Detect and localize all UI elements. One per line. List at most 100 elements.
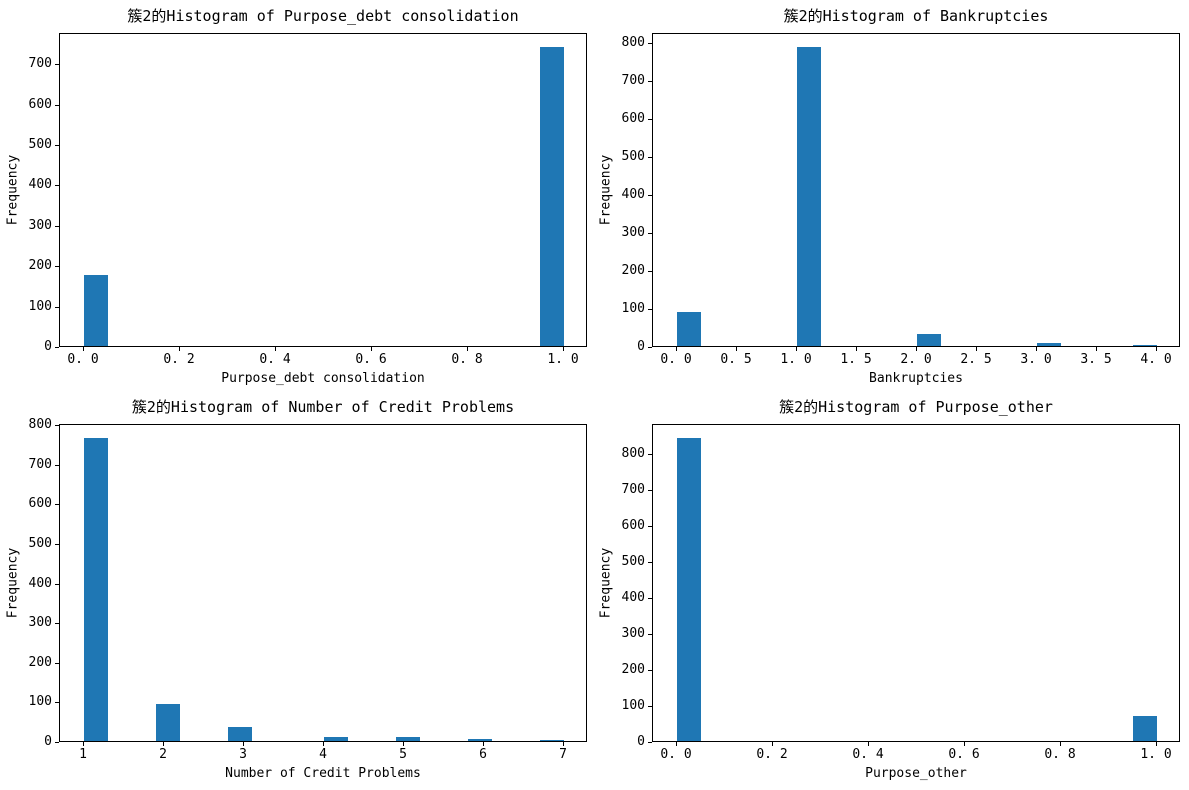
x-tick-mark (371, 347, 372, 351)
x-axis-label: Purpose_other (865, 766, 967, 781)
axes-plot-area (59, 424, 587, 742)
x-tick-mark (1060, 742, 1061, 746)
x-tick-label: 7 (559, 747, 567, 762)
x-tick-label: 1. 0 (1140, 747, 1172, 762)
y-tick-mark (55, 702, 59, 704)
y-tick-mark (648, 118, 652, 120)
y-tick-label: 0 (637, 339, 645, 354)
axes-plot-area (652, 424, 1180, 742)
y-tick-mark (648, 194, 652, 196)
y-tick-label: 700 (28, 456, 52, 472)
histogram-bar (540, 47, 564, 346)
x-tick-label: 0. 0 (660, 747, 692, 762)
x-tick-mark (1096, 347, 1097, 351)
y-tick-mark (55, 544, 59, 545)
x-tick-label: 3. 0 (1020, 352, 1052, 367)
y-tick-label: 0 (44, 339, 52, 354)
x-tick-mark (976, 347, 977, 351)
x-tick-label: 2. 5 (960, 352, 992, 367)
histogram-bar (396, 737, 420, 741)
x-tick-label: 0. 0 (67, 352, 99, 367)
x-tick-label: 4 (319, 747, 327, 762)
y-axis-label: Frequency (5, 154, 21, 226)
x-tick-mark (856, 347, 857, 351)
x-tick-label: 0. 5 (720, 352, 752, 367)
x-tick-label: 1 (79, 747, 87, 762)
y-tick-mark (55, 742, 59, 743)
x-tick-mark (179, 347, 180, 351)
y-tick-mark (648, 347, 652, 348)
y-tick-label: 100 (28, 694, 52, 710)
y-tick-label: 400 (28, 177, 52, 193)
x-tick-label: 0. 4 (852, 747, 884, 762)
x-tick-label: 1. 0 (780, 352, 812, 367)
chart-title: 簇2的Histogram of Bankruptcies (783, 7, 1049, 25)
y-tick-mark (55, 266, 59, 268)
y-tick-mark (648, 454, 652, 456)
x-tick-label: 0. 6 (355, 352, 387, 367)
x-tick-mark (916, 347, 917, 351)
x-tick-label: 0. 2 (163, 352, 195, 367)
y-tick-mark (55, 64, 59, 66)
chart-title: 簇2的Histogram of Number of Credit Problem… (131, 398, 515, 416)
x-tick-label: 3. 5 (1080, 352, 1112, 367)
y-tick-mark (55, 306, 59, 308)
y-tick-mark (648, 562, 652, 564)
x-tick-mark (243, 742, 244, 746)
x-tick-label: 0. 0 (660, 352, 692, 367)
y-tick-label: 200 (28, 258, 52, 274)
histogram-bar (677, 438, 701, 741)
y-tick-label: 200 (621, 662, 645, 678)
x-tick-label: 1. 0 (547, 352, 579, 367)
y-tick-label: 700 (621, 72, 645, 88)
chart-title: 簇2的Histogram of Purpose_debt consolidati… (127, 7, 519, 25)
y-tick-mark (55, 185, 59, 187)
y-tick-mark (648, 670, 652, 672)
x-tick-mark (1156, 742, 1157, 746)
x-tick-label: 0. 8 (451, 352, 483, 367)
x-tick-mark (163, 742, 164, 746)
histogram-bar (228, 727, 252, 741)
x-tick-label: 5 (399, 747, 407, 762)
y-tick-mark (648, 742, 652, 743)
y-tick-label: 500 (28, 536, 52, 551)
histogram-bar (1133, 344, 1157, 346)
histogram-bar (797, 46, 821, 346)
x-tick-mark (736, 347, 737, 351)
x-tick-mark (964, 742, 965, 746)
y-tick-label: 800 (621, 446, 645, 462)
y-tick-label: 600 (621, 518, 645, 534)
x-tick-mark (483, 742, 484, 746)
x-tick-mark (323, 742, 324, 746)
y-tick-mark (648, 634, 652, 636)
x-tick-label: 3 (239, 747, 247, 762)
y-tick-label: 500 (28, 136, 52, 152)
x-axis-label: Bankruptcies (869, 371, 963, 386)
histogram-bar (156, 704, 180, 741)
y-tick-label: 400 (621, 186, 645, 202)
histogram-bar (84, 438, 108, 741)
x-tick-label: 0. 6 (948, 747, 980, 762)
y-tick-mark (648, 706, 652, 707)
y-tick-label: 700 (28, 56, 52, 72)
y-tick-label: 200 (28, 654, 52, 670)
y-tick-mark (648, 526, 652, 528)
x-tick-mark (467, 347, 468, 351)
y-axis-label: Frequency (598, 154, 614, 226)
x-tick-mark (676, 347, 677, 351)
y-tick-label: 100 (621, 301, 645, 316)
y-tick-mark (55, 104, 59, 106)
x-tick-mark (563, 742, 564, 746)
histogram-bar (540, 739, 564, 741)
x-tick-mark (403, 742, 404, 746)
y-tick-mark (55, 662, 59, 664)
x-tick-label: 2 (159, 747, 167, 762)
y-tick-mark (648, 42, 652, 44)
y-tick-label: 500 (621, 554, 645, 570)
y-tick-label: 400 (28, 575, 52, 591)
y-tick-label: 100 (28, 298, 52, 314)
y-tick-label: 500 (621, 148, 645, 164)
x-tick-label: 4. 0 (1140, 352, 1172, 367)
x-axis-label: Purpose_debt consolidation (221, 371, 425, 386)
